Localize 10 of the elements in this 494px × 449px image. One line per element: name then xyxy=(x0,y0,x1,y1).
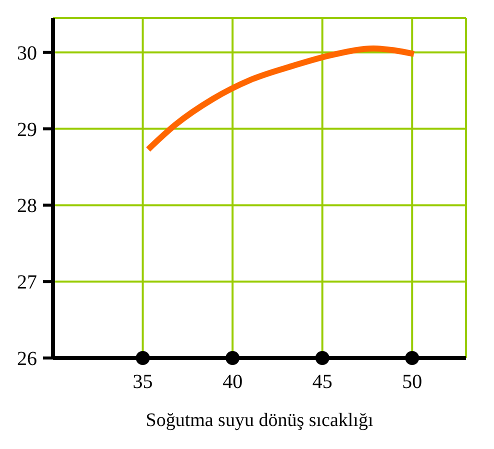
x-tick-label: 40 xyxy=(222,371,243,393)
x-tick-label: 50 xyxy=(402,371,422,393)
x-tick-label: 35 xyxy=(132,371,153,393)
x-tick-label: 45 xyxy=(312,371,332,393)
x-axis-title: Soğutma suyu dönüş sıcaklığı xyxy=(146,410,374,431)
y-tick-label: 29 xyxy=(17,118,37,141)
y-tick-label: 26 xyxy=(17,348,37,370)
y-tick-label: 30 xyxy=(17,42,37,64)
y-tick-label: 27 xyxy=(17,272,37,294)
y-tick-label: 28 xyxy=(17,195,37,218)
